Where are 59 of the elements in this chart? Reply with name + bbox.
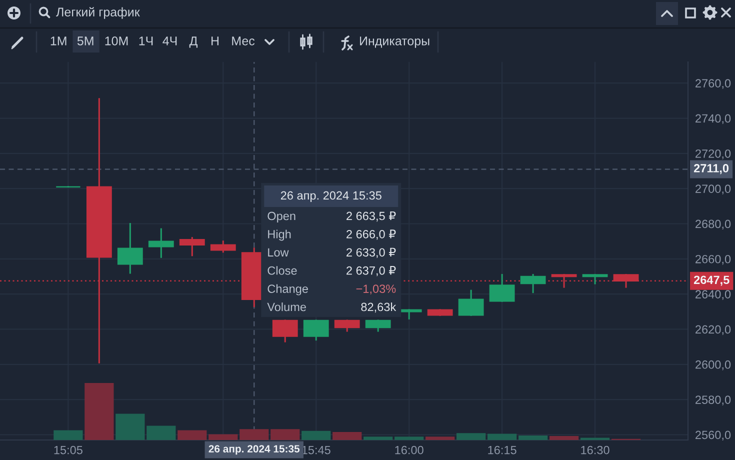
text: 1Ч [139,36,153,46]
text: 5М [77,36,94,46]
bar [487,434,517,440]
bar [302,430,331,440]
y-tick-label: 2640,0 [696,290,731,300]
annotation: High [268,230,291,241]
y-tick-label: 2660,0 [696,254,731,265]
annotation: 2 637,0 ₽ [346,266,396,276]
ref-line-label: 2647,5 [694,276,730,286]
x-tick-label: 16:00 [395,446,424,454]
chart-title: Легкий график [56,7,140,19]
text: Мес [232,36,255,46]
text: Д [189,36,198,48]
bar [518,435,548,440]
annotation: Open [268,212,296,222]
annotation: Close [268,266,297,275]
text: 10М [105,36,128,46]
annotation: 2 663,5 ₽ [346,211,396,222]
y-tick-label: 2680,0 [696,220,731,230]
bar [178,430,207,440]
bar [146,426,176,440]
bar [270,429,300,440]
x-tick-label: 15:45 [302,446,330,454]
bar [116,414,145,440]
annotation: −1,03% [356,284,396,294]
y-tick-label: 2620,0 [696,325,731,336]
ref-line-label: 26 апр. 2024 15:35 [208,445,300,455]
annotation: 82,63k [361,302,396,313]
annotation: 2 666,0 ₽ [346,230,396,240]
text: 4Ч [162,36,177,46]
text: Индикаторы [360,36,430,48]
bar [394,436,424,440]
x-tick-label: 15:05 [54,446,82,454]
y-tick-label: 2720,0 [696,149,731,160]
text: Н [212,36,218,46]
annotation: Low [268,248,289,257]
annotation: 26 апр. 2024 15:35 [280,191,382,202]
annotation: 2 633,0 ₽ [346,248,396,258]
ref-line-label: 2711,0 [694,164,729,174]
y-tick-label: 2560,0 [696,430,731,441]
bar [456,433,486,440]
y-tick-label: 2580,0 [696,396,731,406]
text: 1М [50,36,66,46]
bar [332,432,362,440]
x-tick-label: 16:30 [581,446,610,454]
bar [84,383,114,440]
bar [549,436,579,440]
y-tick-label: 2740,0 [696,114,731,124]
x-tick-label: 16:15 [488,446,516,454]
bar [240,429,269,440]
annotation: Change [268,284,308,296]
bar [54,430,83,440]
y-tick-label: 2700,0 [696,184,731,194]
bar [426,436,455,440]
annotation: Volume [267,302,306,312]
y-tick-label: 2600,0 [696,360,731,370]
bar [364,436,393,440]
y-tick-label: 2760,0 [696,79,731,89]
bar [208,434,238,440]
